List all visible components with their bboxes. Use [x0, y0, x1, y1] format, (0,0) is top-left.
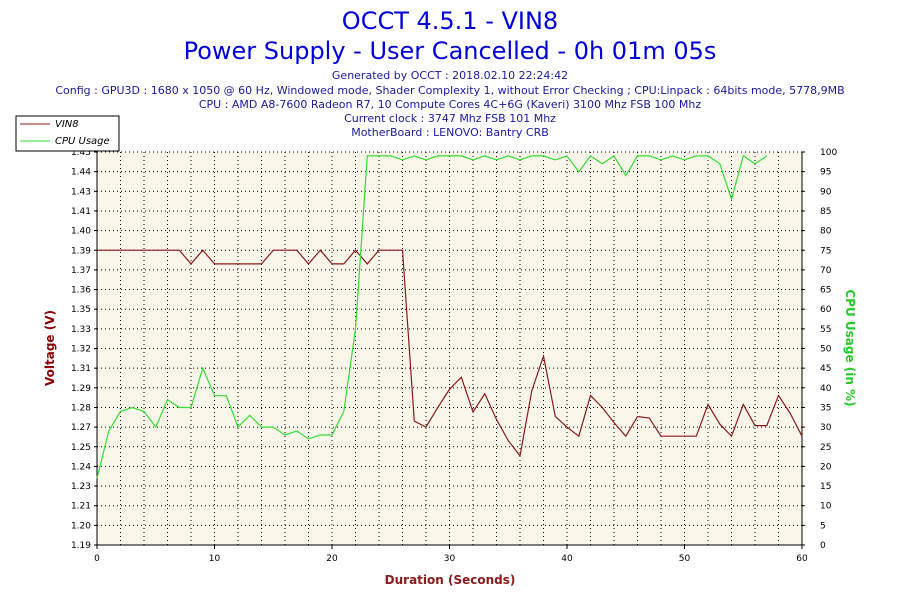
y-left-tick-label: 1.37	[71, 266, 91, 276]
y-left-tick-label: 1.45	[71, 148, 91, 158]
y-right-tick-label: 70	[820, 266, 832, 276]
x-tick-label: 0	[94, 554, 100, 564]
y-left-tick-label: 1.28	[71, 403, 91, 413]
legend: VIN8 CPU Usage	[15, 115, 120, 152]
legend-label-vin8: VIN8	[55, 119, 79, 130]
y-left-tick-label: 1.23	[71, 482, 91, 492]
info-line-cpu: CPU : AMD A8-7600 Radeon R7, 10 Compute …	[199, 98, 702, 111]
y-left-tick-label: 1.36	[71, 286, 91, 296]
y-right-tick-label: 75	[820, 246, 831, 256]
y-left-tick-label: 1.19	[71, 541, 91, 551]
y-right-tick-label: 10	[820, 502, 832, 512]
x-tick-label: 30	[444, 554, 456, 564]
info-line-motherboard: MotherBoard : LENOVO: Bantry CRB	[351, 126, 549, 139]
y-right-tick-label: 15	[820, 482, 831, 492]
x-axis-label: Duration (Seconds)	[385, 573, 516, 587]
y-right-tick-label: 20	[820, 462, 832, 472]
x-tick-label: 50	[679, 554, 691, 564]
y-right-tick-label: 95	[820, 168, 831, 178]
y-left-tick-label: 1.25	[71, 443, 91, 453]
info-line-generated: Generated by OCCT : 2018.02.10 22:24:42	[332, 69, 568, 82]
chart-title: OCCT 4.5.1 - VIN8	[342, 7, 558, 35]
y-right-tick-label: 90	[820, 187, 832, 197]
info-line-config: Config : GPU3D : 1680 x 1050 @ 60 Hz, Wi…	[55, 84, 844, 97]
y-axis-right-label: CPU Usage (in %)	[843, 289, 857, 406]
y-left-tick-label: 1.31	[71, 364, 91, 374]
y-left-tick-label: 1.43	[71, 187, 91, 197]
info-line-clock: Current clock : 3747 Mhz FSB 101 Mhz	[344, 112, 556, 125]
y-right-tick-label: 45	[820, 364, 831, 374]
x-tick-label: 10	[209, 554, 221, 564]
y-left-tick-label: 1.33	[71, 325, 91, 335]
y-left-tick-label: 1.35	[71, 305, 91, 315]
y-axis-left-label: Voltage (V)	[43, 310, 57, 386]
y-right-tick-label: 80	[820, 227, 832, 237]
y-left-tick-label: 1.29	[71, 384, 91, 394]
y-right-tick-label: 0	[820, 541, 826, 551]
y-left-tick-label: 1.40	[71, 227, 91, 237]
y-left-tick-label: 1.41	[71, 207, 91, 217]
chart-subtitle: Power Supply - User Cancelled - 0h 01m 0…	[184, 37, 717, 65]
y-left-tick-label: 1.39	[71, 246, 91, 256]
series-layer	[96, 154, 803, 479]
y-left-tick-label: 1.27	[71, 423, 91, 433]
y-right-tick-label: 50	[820, 345, 832, 355]
y-left-tick-label: 1.24	[71, 462, 91, 472]
y-right-tick-label: 35	[820, 403, 831, 413]
y-right-tick-label: 65	[820, 286, 831, 296]
y-right-tick-label: 40	[820, 384, 832, 394]
y-left-tick-label: 1.32	[71, 345, 91, 355]
y-right-tick-label: 55	[820, 325, 831, 335]
axis-ticks: 1.19 1.20 1.21 1.23 1.24 1.25 1.27 1.28 1.29 1.31…	[71, 148, 837, 564]
y-left-tick-label: 1.44	[71, 168, 91, 178]
legend-label-cpu-usage: CPU Usage	[55, 136, 110, 147]
y-right-tick-label: 60	[820, 305, 832, 315]
y-right-tick-label: 100	[820, 148, 837, 158]
legend-box	[15, 115, 120, 152]
y-right-tick-label: 25	[820, 443, 831, 453]
x-tick-label: 60	[796, 554, 808, 564]
y-left-tick-label: 1.20	[71, 521, 91, 531]
y-right-tick-label: 85	[820, 207, 831, 217]
y-right-tick-label: 5	[820, 521, 826, 531]
y-right-tick-label: 30	[820, 423, 832, 433]
x-tick-label: 40	[561, 554, 573, 564]
series-line-vin8	[97, 249, 803, 458]
y-left-tick-label: 1.21	[71, 502, 91, 512]
series-line-cpu-usage	[96, 154, 768, 479]
x-tick-label: 20	[326, 554, 338, 564]
